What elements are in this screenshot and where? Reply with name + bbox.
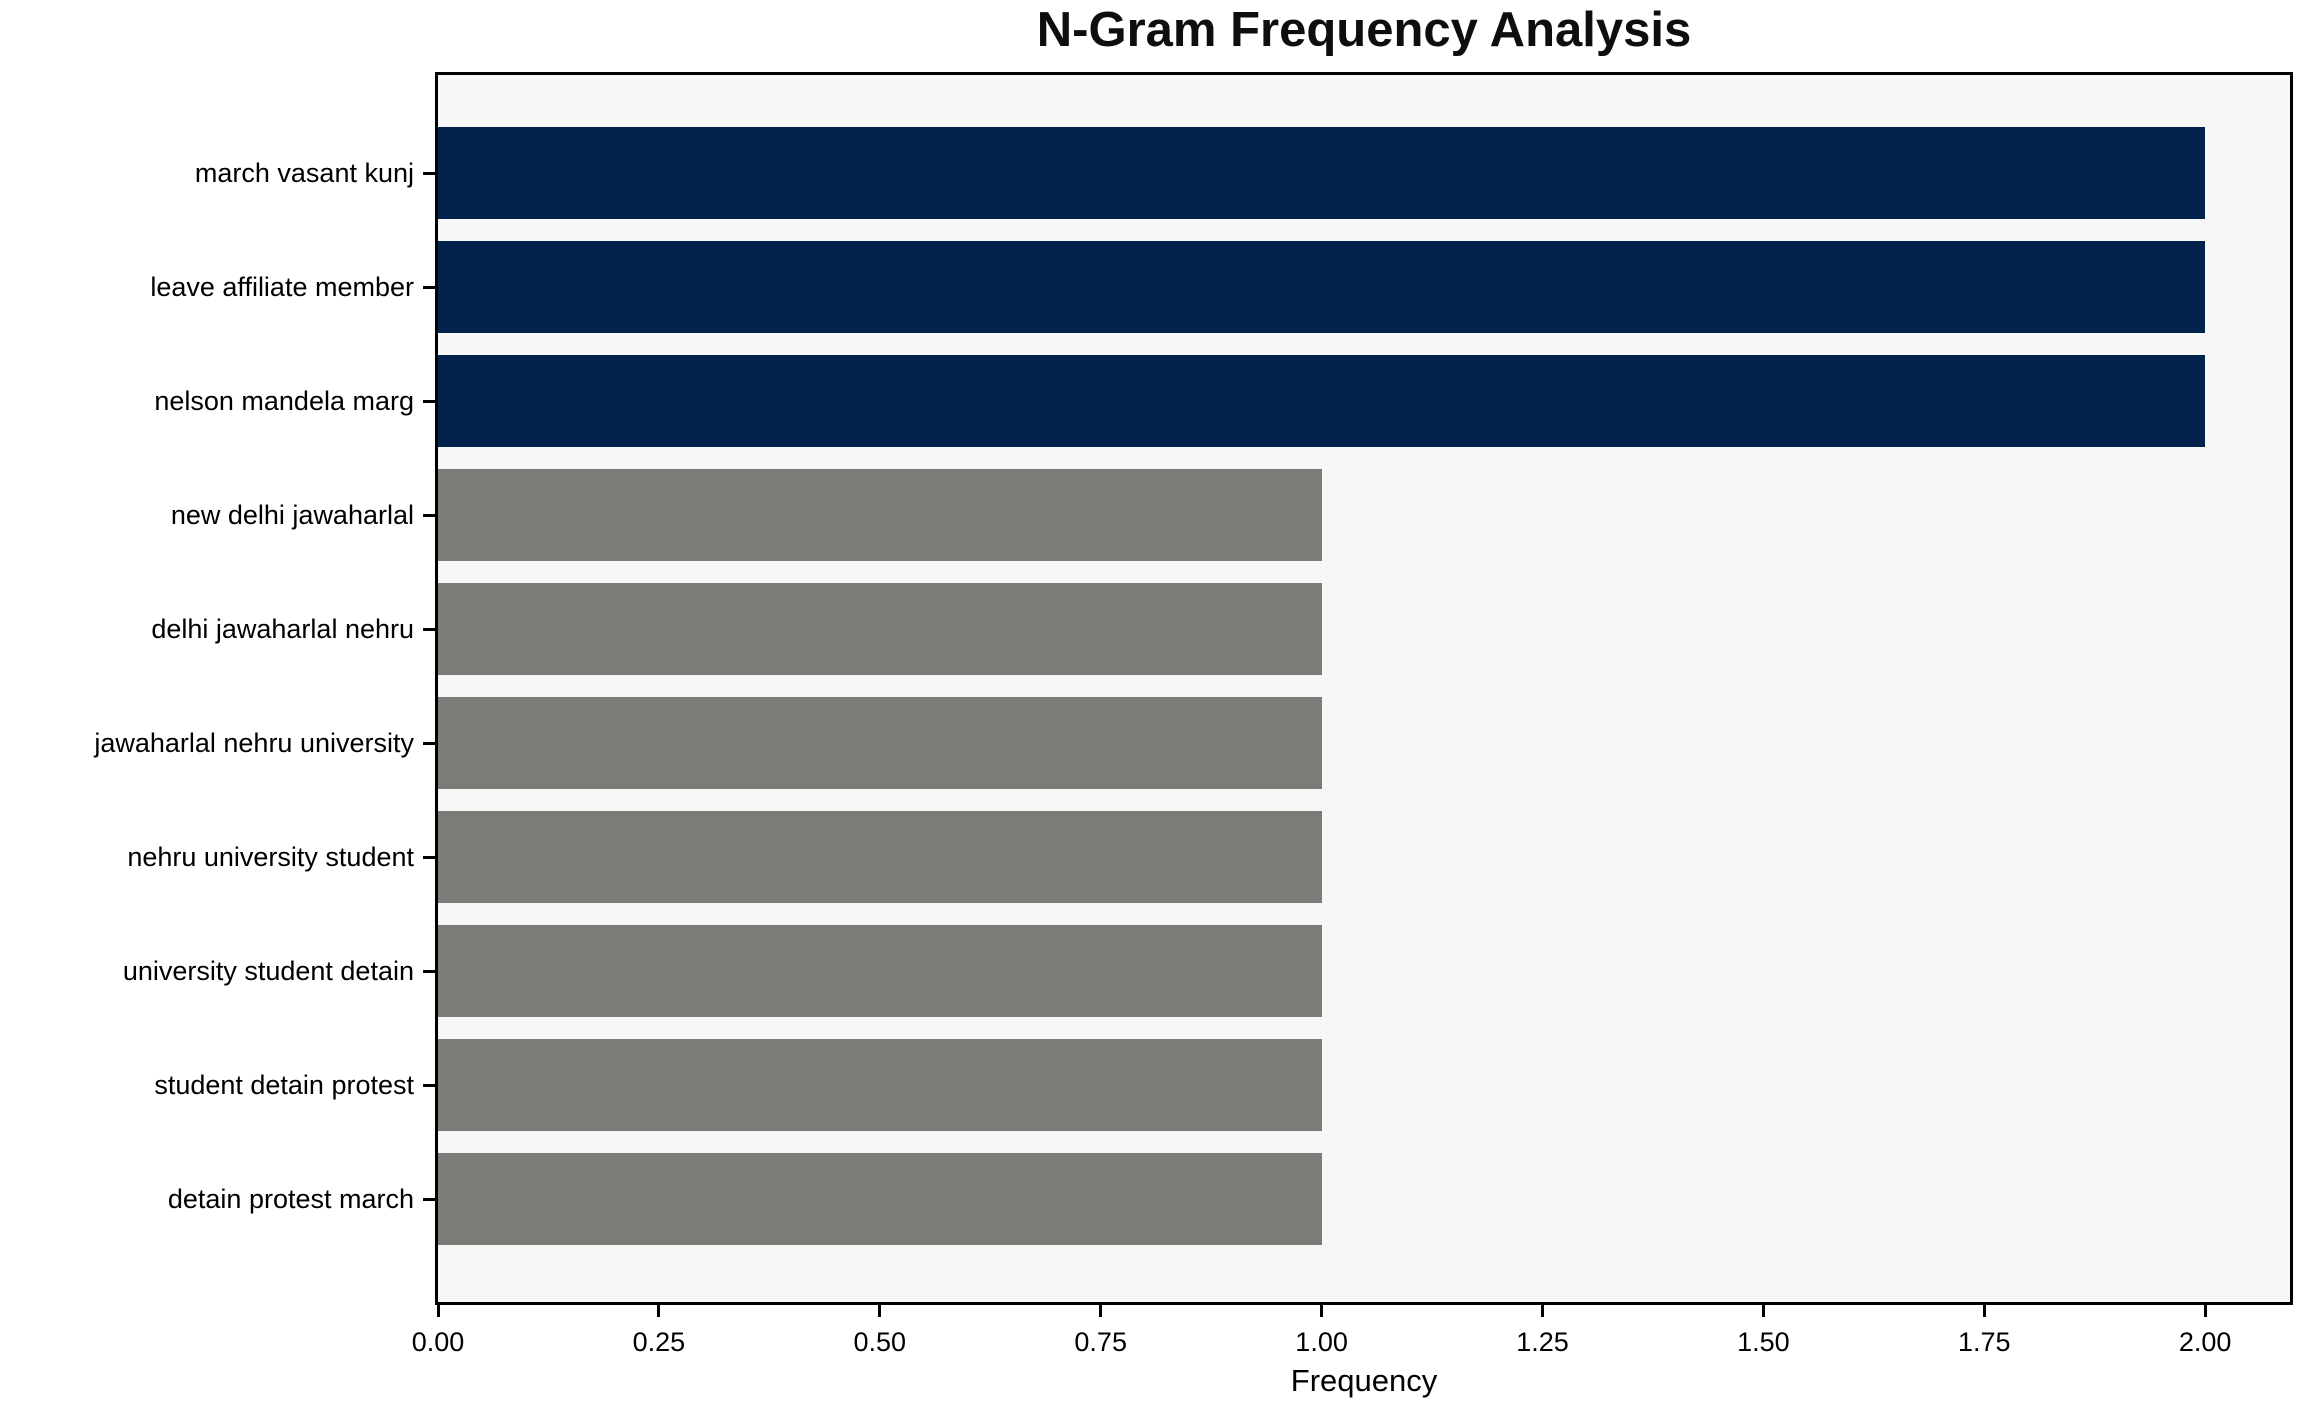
- x-axis-tick: [436, 1302, 440, 1317]
- y-axis-label: jawaharlal nehru university: [94, 728, 414, 758]
- y-axis-label: university student detain: [122, 956, 414, 986]
- y-axis-label: nehru university student: [127, 842, 414, 872]
- x-axis-tick: [1540, 1302, 1544, 1317]
- x-axis-tick: [2203, 1302, 2207, 1317]
- y-axis-tick: [423, 1197, 435, 1201]
- y-axis-tick: [423, 969, 435, 973]
- y-axis-label: delhi jawaharlal nehru: [151, 614, 414, 644]
- x-axis-label: Frequency: [1290, 1363, 1438, 1398]
- x-axis-tick-label: 1.75: [1957, 1327, 2011, 1357]
- bar: [438, 469, 1322, 561]
- x-axis-tick: [1982, 1302, 1986, 1317]
- bar: [438, 127, 2206, 219]
- bar: [438, 1039, 1322, 1131]
- bar: [438, 1153, 1322, 1245]
- y-axis-tick: [423, 855, 435, 859]
- y-axis-tick: [423, 513, 435, 517]
- x-axis-tick-label: 1.00: [1295, 1327, 1348, 1357]
- y-axis-label: march vasant kunj: [194, 158, 414, 188]
- bar: [438, 241, 2206, 333]
- y-axis-tick: [423, 741, 435, 745]
- x-axis-tick: [1320, 1302, 1324, 1317]
- y-axis-label: student detain protest: [154, 1070, 414, 1100]
- x-axis-tick: [878, 1302, 882, 1317]
- x-axis-tick: [1761, 1302, 1765, 1317]
- x-axis-tick-label: 0.75: [1074, 1327, 1127, 1357]
- y-axis-tick: [423, 1083, 435, 1087]
- y-axis-label: nelson mandela marg: [154, 386, 414, 416]
- y-axis-label: leave affiliate member: [150, 272, 414, 302]
- bar: [438, 583, 1322, 675]
- y-axis-label: new delhi jawaharlal: [170, 500, 414, 530]
- x-axis-tick: [657, 1302, 661, 1317]
- y-axis-tick: [423, 171, 435, 175]
- bar: [438, 811, 1322, 903]
- y-axis-tick: [423, 627, 435, 631]
- x-axis-tick: [1099, 1302, 1103, 1317]
- bar: [438, 697, 1322, 789]
- plot-area: march vasant kunj leave affiliate member n…: [94, 72, 2293, 1357]
- x-axis-tick-label: 0.00: [411, 1327, 465, 1357]
- x-axis-tick-label: 1.50: [1737, 1327, 1790, 1357]
- x-axis-tick-label: 0.50: [853, 1327, 907, 1357]
- x-axis-tick-label: 2.00: [2178, 1327, 2232, 1357]
- x-axis-tick-label: 1.25: [1516, 1327, 1569, 1357]
- x-axis-tick-label: 0.25: [632, 1327, 686, 1357]
- y-axis-label: detain protest march: [167, 1184, 414, 1214]
- y-axis-tick: [423, 399, 435, 403]
- bar: [438, 355, 2206, 447]
- y-axis-tick: [423, 285, 435, 289]
- bar: [438, 925, 1322, 1017]
- chart-title: N-Gram Frequency Analysis: [1036, 3, 1692, 57]
